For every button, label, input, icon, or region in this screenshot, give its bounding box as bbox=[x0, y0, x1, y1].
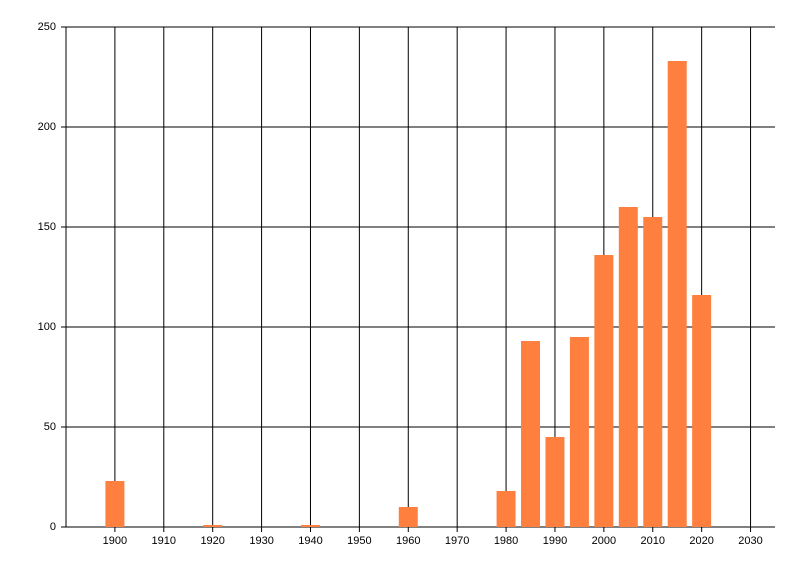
x-tick-label: 1980 bbox=[494, 535, 518, 547]
y-tick-label: 200 bbox=[38, 121, 56, 133]
y-tick-label: 0 bbox=[50, 521, 56, 533]
x-tick-label: 1970 bbox=[445, 535, 469, 547]
bar bbox=[643, 217, 663, 527]
bar bbox=[496, 491, 516, 527]
bar bbox=[300, 525, 320, 527]
y-tick-label: 150 bbox=[38, 221, 56, 233]
bar bbox=[105, 481, 125, 527]
x-tick-label: 2010 bbox=[641, 535, 665, 547]
y-tick-label: 250 bbox=[38, 21, 56, 33]
bar bbox=[594, 255, 614, 527]
x-tick-label: 1950 bbox=[347, 535, 371, 547]
bar bbox=[692, 295, 712, 527]
bar bbox=[398, 507, 418, 527]
x-tick-label: 1930 bbox=[249, 535, 273, 547]
x-tick-label: 1900 bbox=[103, 535, 127, 547]
bar bbox=[545, 437, 565, 527]
x-tick-label: 2020 bbox=[689, 535, 713, 547]
bar bbox=[569, 337, 589, 527]
x-tick-label: 1940 bbox=[298, 535, 322, 547]
y-tick-label: 50 bbox=[44, 421, 56, 433]
bar bbox=[203, 525, 223, 527]
x-tick-label: 2030 bbox=[738, 535, 762, 547]
bar bbox=[618, 207, 638, 527]
x-tick-label: 1910 bbox=[152, 535, 176, 547]
x-tick-label: 1960 bbox=[396, 535, 420, 547]
x-tick-label: 2000 bbox=[592, 535, 616, 547]
bar bbox=[667, 61, 687, 527]
bar bbox=[521, 341, 541, 527]
x-tick-label: 1920 bbox=[200, 535, 224, 547]
x-tick-label: 1990 bbox=[543, 535, 567, 547]
y-tick-label: 100 bbox=[38, 321, 56, 333]
